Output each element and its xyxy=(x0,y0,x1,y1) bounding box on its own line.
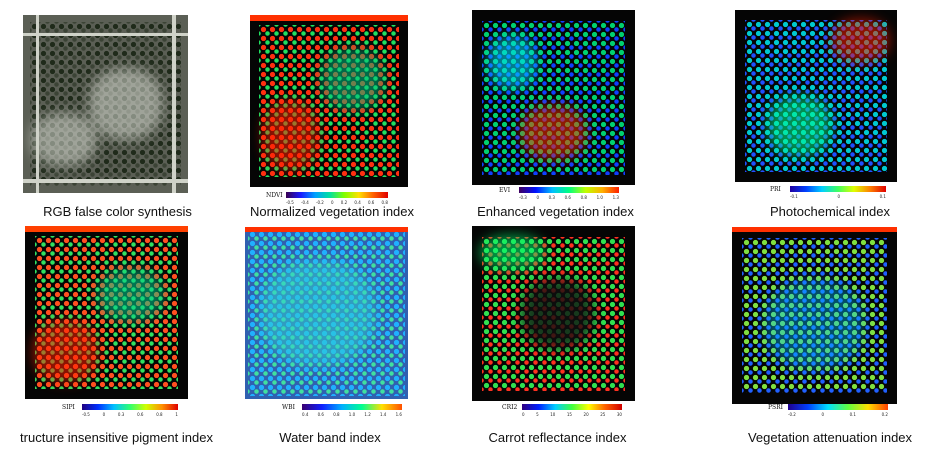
tick: 0.8 xyxy=(156,412,163,417)
caption-ndvi: Normalized vegetation index xyxy=(249,204,415,219)
caption-psri: Vegetation attenuation index xyxy=(747,430,913,445)
cri-map xyxy=(472,226,635,401)
tick: 1 xyxy=(175,412,178,417)
colorbar xyxy=(519,187,619,193)
pri-legend: PRI -0.1 0 0.1 xyxy=(770,186,890,202)
colorbar-ticks: -0.5 0 0.3 0.6 0.8 1 xyxy=(82,412,178,417)
tick: 0.6 xyxy=(564,195,571,200)
tick: 0.6 xyxy=(317,412,324,417)
tick: 0.3 xyxy=(117,412,125,417)
tick: 30 xyxy=(616,412,622,417)
colorbar xyxy=(82,404,178,410)
colorbar xyxy=(302,404,402,410)
tick: -0.3 xyxy=(519,195,527,200)
wbi-map xyxy=(245,227,408,399)
tick: -0.2 xyxy=(788,412,796,417)
caption-sipi: tructure insensitive pigment index xyxy=(20,430,213,445)
tick: 0.4 xyxy=(354,200,361,205)
tick: 0.8 xyxy=(381,200,388,205)
legend-abbr: EVI xyxy=(499,187,511,194)
tick: 10 xyxy=(550,412,556,417)
caption-wbi: Water band index xyxy=(279,430,381,445)
tick: 15 xyxy=(566,412,572,417)
colorbar-ticks: -0.1 0 0.1 xyxy=(790,194,886,199)
colorbar-ticks: -0.5 -0.4 -0.2 0 0.2 0.4 0.6 0.8 xyxy=(286,200,388,205)
colorbar xyxy=(286,192,388,198)
legend-abbr: SIPI xyxy=(62,404,75,411)
colorbar-ticks: -0.3 0 0.3 0.6 0.8 1.0 1.3 xyxy=(519,195,619,200)
tick: 1.2 xyxy=(364,412,371,417)
colorbar xyxy=(788,404,888,410)
sipi-legend: SIPI -0.5 0 0.3 0.6 0.8 1 xyxy=(62,404,182,420)
caption-pri: Photochemical index xyxy=(770,204,890,219)
evi-map xyxy=(472,10,635,185)
tick: 0.2 xyxy=(881,412,888,417)
tick: -0.5 xyxy=(286,200,294,205)
caption-cri: Carrot reflectance index xyxy=(488,430,627,445)
tick: -0.1 xyxy=(790,194,798,199)
colorbar-ticks: 0 5 10 15 20 25 30 xyxy=(522,412,622,417)
tick: 0 xyxy=(821,412,824,417)
tick: 0.3 xyxy=(548,195,555,200)
ndvi-map xyxy=(250,15,408,187)
caption-rgb: RGB false color synthesis xyxy=(43,204,192,219)
tick: 0 xyxy=(102,412,106,417)
legend-abbr: PRI xyxy=(770,186,781,193)
tick: 1.4 xyxy=(379,412,387,417)
tick: 25 xyxy=(600,412,606,417)
tick: 0.8 xyxy=(580,195,587,200)
psri-legend: PSRI -0.2 0 0.1 0.2 xyxy=(768,404,893,420)
legend-abbr: WBI xyxy=(282,404,295,411)
legend-abbr: PSRI xyxy=(768,404,784,411)
caption-evi: Enhanced vegetation index xyxy=(477,204,634,219)
tick: 0.1 xyxy=(879,194,886,199)
tick: 1.6 xyxy=(395,412,402,417)
tick: 5 xyxy=(536,412,539,417)
tick: -0.2 xyxy=(316,200,324,205)
legend-abbr: CRI2 xyxy=(502,404,518,411)
sipi-map xyxy=(25,226,188,399)
tick: -0.5 xyxy=(82,412,90,417)
tick: 0.2 xyxy=(340,200,348,205)
colorbar-ticks: 0.4 0.6 0.8 1.0 1.2 1.4 1.6 xyxy=(302,412,402,417)
tick: 0 xyxy=(522,412,525,417)
tick: -0.4 xyxy=(301,200,309,205)
evi-legend: EVI -0.3 0 0.3 0.6 0.8 1.0 1.3 xyxy=(499,187,624,203)
cri-legend: CRI2 0 5 10 15 20 25 30 xyxy=(502,404,627,420)
legend-abbr: NDVI xyxy=(266,192,283,199)
tick: 1.0 xyxy=(596,195,603,200)
ndvi-legend: NDVI -0.5 -0.4 -0.2 0 0.2 0.4 0.6 0.8 xyxy=(266,192,396,208)
tick: 0.6 xyxy=(367,200,375,205)
tick: 0 xyxy=(837,194,840,199)
tick: 0 xyxy=(536,195,539,200)
colorbar xyxy=(790,186,886,192)
colorbar xyxy=(522,404,622,410)
psri-map xyxy=(732,227,897,404)
rgb-false-color-image xyxy=(23,15,188,193)
tick: 0.1 xyxy=(849,412,856,417)
tick: 0.6 xyxy=(137,412,144,417)
tick: 0.8 xyxy=(333,412,340,417)
tick: 0 xyxy=(331,200,334,205)
pri-map xyxy=(735,10,897,182)
wbi-legend: WBI 0.4 0.6 0.8 1.0 1.2 1.4 1.6 xyxy=(282,404,407,420)
colorbar-ticks: -0.2 0 0.1 0.2 xyxy=(788,412,888,417)
tick: 20 xyxy=(583,412,589,417)
tick: 1.3 xyxy=(612,195,619,200)
tick: 0.4 xyxy=(302,412,309,417)
tick: 1.0 xyxy=(348,412,356,417)
